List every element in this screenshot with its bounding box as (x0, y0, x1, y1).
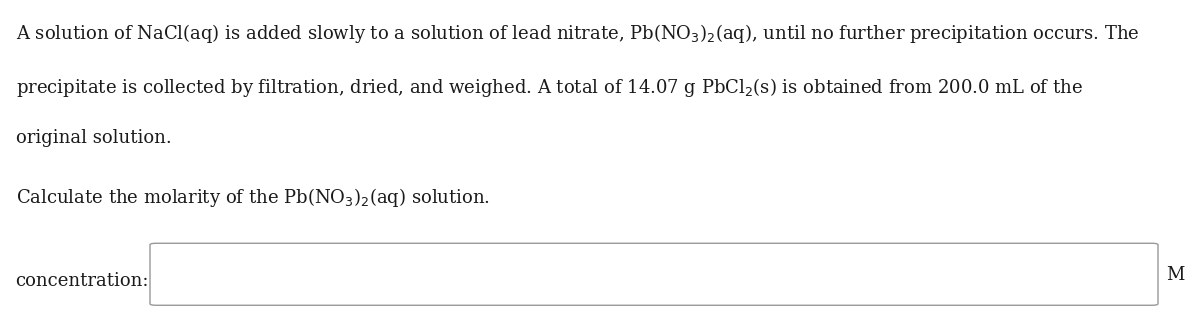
Text: original solution.: original solution. (16, 129, 172, 147)
Text: M: M (1166, 266, 1184, 284)
Text: precipitate is collected by filtration, dried, and weighed. A total of 14.07 g P: precipitate is collected by filtration, … (16, 76, 1082, 99)
Text: A solution of NaCl(aq) is added slowly to a solution of lead nitrate, Pb(NO$_3$): A solution of NaCl(aq) is added slowly t… (16, 22, 1139, 45)
Text: concentration:: concentration: (16, 273, 149, 290)
Text: Calculate the molarity of the Pb(NO$_3$)$_2$(aq) solution.: Calculate the molarity of the Pb(NO$_3$)… (16, 186, 490, 209)
